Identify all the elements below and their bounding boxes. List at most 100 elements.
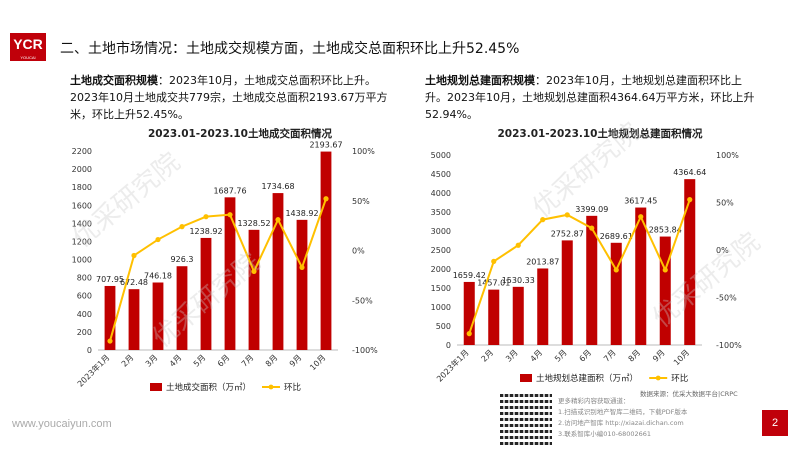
bar bbox=[320, 151, 332, 350]
x-tick-label: 4月 bbox=[529, 348, 545, 364]
x-tick-label: 6月 bbox=[578, 348, 594, 364]
data-label: 3399.09 bbox=[575, 205, 608, 214]
line-point bbox=[515, 242, 521, 248]
line-point bbox=[638, 214, 644, 220]
x-tick-label: 2月 bbox=[480, 348, 496, 364]
y-tick-label: 2500 bbox=[431, 246, 451, 255]
y2-tick-label: 100% bbox=[352, 147, 375, 156]
bar bbox=[200, 237, 212, 350]
data-label: 4364.64 bbox=[673, 168, 706, 177]
data-label: 672.48 bbox=[120, 278, 148, 287]
y-tick-label: 2000 bbox=[72, 165, 92, 174]
bar bbox=[176, 266, 188, 350]
y2-tick-label: -50% bbox=[716, 294, 737, 303]
line-point bbox=[155, 236, 161, 243]
line-series bbox=[468, 199, 691, 334]
y2-tick-label: -50% bbox=[352, 296, 373, 305]
x-tick-label: 2023年1月 bbox=[75, 352, 111, 388]
bar bbox=[610, 242, 622, 345]
y-tick-label: 1200 bbox=[72, 237, 92, 246]
line-point bbox=[564, 212, 570, 218]
data-label: 2853.84 bbox=[649, 226, 682, 235]
x-tick-label: 8月 bbox=[264, 353, 280, 369]
data-label: 1659.42 bbox=[453, 271, 486, 280]
logo-text: YCR bbox=[13, 36, 43, 52]
data-label: 1687.76 bbox=[213, 186, 246, 195]
x-tick-label: 2023年1月 bbox=[434, 347, 470, 383]
line-point bbox=[613, 267, 619, 273]
x-tick-label: 7月 bbox=[240, 353, 256, 369]
bar bbox=[561, 240, 573, 345]
promo-line[interactable]: 2.访问地产智库 http://xiazai.dichan.com bbox=[558, 419, 684, 427]
line-point bbox=[179, 224, 185, 230]
data-label: 2013.87 bbox=[526, 257, 559, 266]
x-tick-label: 8月 bbox=[627, 348, 643, 364]
legend-line-marker bbox=[268, 384, 274, 390]
bar bbox=[659, 236, 671, 345]
x-tick-label: 7月 bbox=[602, 348, 618, 364]
x-tick-label: 4月 bbox=[168, 353, 184, 369]
y-tick-label: 5000 bbox=[431, 151, 451, 160]
promo-text: 更多精彩内容获取通道： 1.扫描或识别地产智库二维码，下载PDF版本 2.访问地… bbox=[558, 396, 687, 440]
line-point bbox=[203, 214, 209, 220]
data-label: 1238.92 bbox=[189, 227, 222, 236]
legend-bar-swatch bbox=[150, 383, 162, 391]
y-tick-label: 1000 bbox=[431, 303, 451, 312]
y-tick-label: 500 bbox=[436, 322, 451, 331]
bar bbox=[488, 289, 500, 345]
right-paragraph: 土地规划总建面积规模：2023年10月，土地规划总建面积环比上升。2023年10… bbox=[425, 72, 755, 123]
line-point bbox=[540, 217, 546, 223]
promo-line: 1.扫描或识别地产智库二维码，下载PDF版本 bbox=[558, 408, 688, 416]
data-label: 1734.68 bbox=[261, 182, 294, 191]
data-source: 数据来源：优采大数据平台|CRPC bbox=[640, 390, 738, 398]
y-tick-label: 600 bbox=[77, 292, 92, 301]
bar bbox=[537, 268, 549, 345]
y2-tick-label: 0% bbox=[716, 246, 729, 255]
x-tick-label: 10月 bbox=[672, 348, 691, 367]
bar bbox=[272, 193, 284, 350]
bar bbox=[684, 179, 696, 345]
y-tick-label: 2000 bbox=[431, 265, 451, 274]
data-label: 746.18 bbox=[144, 272, 172, 281]
y-tick-label: 1400 bbox=[72, 219, 92, 228]
x-tick-label: 3月 bbox=[504, 348, 520, 364]
data-label: 2689.61 bbox=[600, 232, 633, 241]
bar bbox=[248, 229, 260, 350]
y-tick-label: 0 bbox=[446, 341, 451, 350]
y2-tick-label: 50% bbox=[716, 199, 734, 208]
legend-bar-label: 土地规划总建面积（万㎡） bbox=[536, 373, 638, 384]
bar bbox=[224, 197, 236, 350]
qr-code-pattern bbox=[500, 393, 552, 445]
y-tick-label: 2200 bbox=[72, 147, 92, 156]
y2-tick-label: 50% bbox=[352, 197, 370, 206]
y-tick-label: 0 bbox=[87, 346, 92, 355]
line-series bbox=[109, 198, 327, 342]
company-logo: YCR YOUCAI RESEARCH bbox=[10, 33, 46, 65]
right-paragraph-body: ：2023年10月，土地规划总建面积环比上升。2023年10月，土地规划总建面积… bbox=[425, 74, 755, 121]
footer-url[interactable]: www.youcaiyun.com bbox=[12, 418, 112, 430]
right-chart-title: 2023.01-2023.10土地规划总建面积情况 bbox=[497, 128, 703, 140]
x-tick-label: 9月 bbox=[651, 348, 667, 364]
y-tick-label: 1000 bbox=[72, 256, 92, 265]
data-label: 1530.33 bbox=[502, 276, 535, 285]
bar bbox=[128, 289, 140, 350]
line-point bbox=[589, 225, 595, 231]
legend-bar-swatch bbox=[520, 374, 532, 382]
logo-subtext: YOUCAI RESEARCH bbox=[16, 55, 40, 65]
data-label: 3617.45 bbox=[624, 197, 657, 206]
y-tick-label: 1800 bbox=[72, 183, 92, 192]
left-paragraph-body: ：2023年10月，土地成交总面积环比上升。2023年10月土地成交共779宗，… bbox=[70, 74, 388, 121]
page-number: 2 bbox=[762, 410, 788, 436]
y2-tick-label: -100% bbox=[716, 341, 742, 350]
data-label: 707.95 bbox=[96, 275, 124, 284]
x-tick-label: 6月 bbox=[216, 353, 232, 369]
data-label: 1457.01 bbox=[477, 279, 510, 288]
line-point bbox=[323, 196, 329, 202]
data-label: 1438.92 bbox=[285, 209, 318, 218]
line-point bbox=[227, 212, 233, 218]
y2-tick-label: -100% bbox=[352, 346, 378, 355]
y-tick-label: 3500 bbox=[431, 208, 451, 217]
y-tick-label: 800 bbox=[77, 274, 92, 283]
bar bbox=[463, 281, 475, 345]
